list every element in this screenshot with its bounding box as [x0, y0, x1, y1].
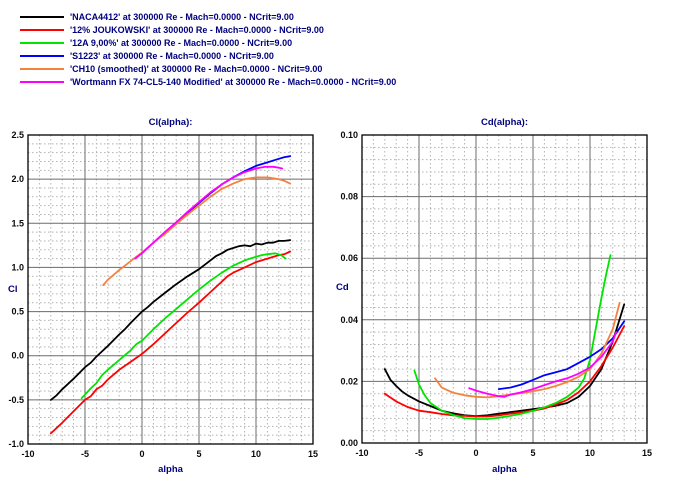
legend-line-swatch	[20, 28, 64, 31]
cd-alpha-chart: Cd(alpha): Cd 0.00 0.02 0.04 0.06 0.08 0.10 -1…	[334, 113, 683, 493]
cd-chart-title: Cd(alpha):	[481, 117, 528, 128]
series-line-12-joukowski	[383, 325, 626, 418]
series-line-naca4412	[49, 239, 292, 401]
x-tick-label: 10	[251, 449, 261, 459]
legend-label: '12A 9,00%' at 300000 Re - Mach=0.0000 -…	[70, 37, 293, 48]
legend-item: 'S1223' at 300000 Re - Mach=0.0000 - NCr…	[20, 49, 396, 62]
legend-item: '12A 9,00%' at 300000 Re - Mach=0.0000 -…	[20, 36, 396, 49]
legend-item: '12% JOUKOWSKI' at 300000 Re - Mach=0.00…	[20, 23, 396, 36]
x-tick-label: 5	[196, 449, 201, 459]
legend-label: 'S1223' at 300000 Re - Mach=0.0000 - NCr…	[70, 50, 274, 61]
series-line-ch10-smoothed-	[102, 176, 292, 287]
y-tick-label: 1.5	[11, 218, 24, 228]
cd-y-axis-label: Cd	[336, 282, 349, 293]
legend-label: '12% JOUKOWSKI' at 300000 Re - Mach=0.00…	[70, 24, 324, 35]
plot-border	[27, 134, 314, 445]
x-tick-label: 0	[139, 449, 144, 459]
y-tick-label: 0.02	[340, 376, 358, 386]
legend-line-swatch	[20, 15, 64, 18]
legend-label: 'CH10 (smoothed)' at 300000 Re - Mach=0.…	[70, 63, 323, 74]
series-line-naca4412	[383, 303, 626, 418]
cd-plot-svg: 0.00 0.02 0.04 0.06 0.08 0.10 -10 -5 0 5 10 15	[340, 130, 652, 458]
series-line-12-joukowski	[49, 250, 292, 435]
legend-line-swatch	[20, 67, 64, 70]
cd-x-axis-label: alpha	[492, 464, 517, 475]
legend-line-swatch	[20, 54, 64, 57]
cl-x-axis-label: alpha	[158, 464, 183, 475]
y-tick-label: 0.0	[11, 351, 24, 361]
cl-alpha-chart: Cl(alpha): Cl -1.0 -0.5 0.0 0.5 1.0 1.5 2.0 2.5…	[0, 113, 349, 493]
cl-plot-svg: -1.0 -0.5 0.0 0.5 1.0 1.5 2.0 2.5 -10 -5 0 5 10 15	[8, 130, 318, 459]
x-tick-label: -5	[81, 449, 89, 459]
x-tick-label: 10	[585, 448, 595, 458]
x-tick-label: 15	[308, 449, 318, 459]
x-tick-label: 15	[642, 448, 652, 458]
plot-border	[361, 134, 648, 444]
legend-item: 'CH10 (smoothed)' at 300000 Re - Mach=0.…	[20, 62, 396, 75]
legend-line-swatch	[20, 41, 64, 44]
x-tick-label: -10	[355, 448, 368, 458]
x-tick-label: 5	[530, 448, 535, 458]
legend-item: 'NACA4412' at 300000 Re - Mach=0.0000 - …	[20, 10, 396, 23]
legend-line-swatch	[20, 80, 64, 83]
legend-label: 'Wortmann FX 74-CL5-140 Modified' at 300…	[70, 76, 397, 87]
y-tick-label: 0.5	[11, 307, 24, 317]
legend-item: 'Wortmann FX 74-CL5-140 Modified' at 300…	[20, 75, 396, 88]
legend: 'NACA4412' at 300000 Re - Mach=0.0000 - …	[20, 10, 396, 88]
cl-y-axis-label: Cl	[8, 284, 18, 295]
legend-label: 'NACA4412' at 300000 Re - Mach=0.0000 - …	[70, 11, 294, 22]
y-tick-label: 0.04	[340, 315, 358, 325]
series-line-s1223	[163, 155, 292, 234]
y-tick-label: 0.06	[340, 253, 358, 263]
series-line-wortmann-fx-74-cl5-140-modified	[468, 331, 618, 398]
y-tick-label: -1.0	[8, 439, 24, 449]
series-line-12a-9-00-	[80, 252, 287, 400]
y-tick-label: 1.0	[11, 262, 24, 272]
y-tick-label: 0.10	[340, 130, 358, 140]
x-tick-label: 0	[473, 448, 478, 458]
y-tick-label: -0.5	[8, 395, 24, 405]
y-tick-label: 2.0	[11, 174, 24, 184]
y-tick-label: 0.00	[340, 438, 358, 448]
x-tick-label: -10	[21, 449, 34, 459]
y-tick-label: 2.5	[11, 130, 24, 140]
series-line-wortmann-fx-74-cl5-140-modified	[134, 165, 284, 260]
cl-chart-title: Cl(alpha):	[148, 117, 193, 128]
series-line-s1223	[497, 320, 626, 391]
y-tick-label: 0.08	[340, 192, 358, 202]
x-tick-label: -5	[415, 448, 423, 458]
series-line-12a-9-00-	[413, 254, 612, 420]
